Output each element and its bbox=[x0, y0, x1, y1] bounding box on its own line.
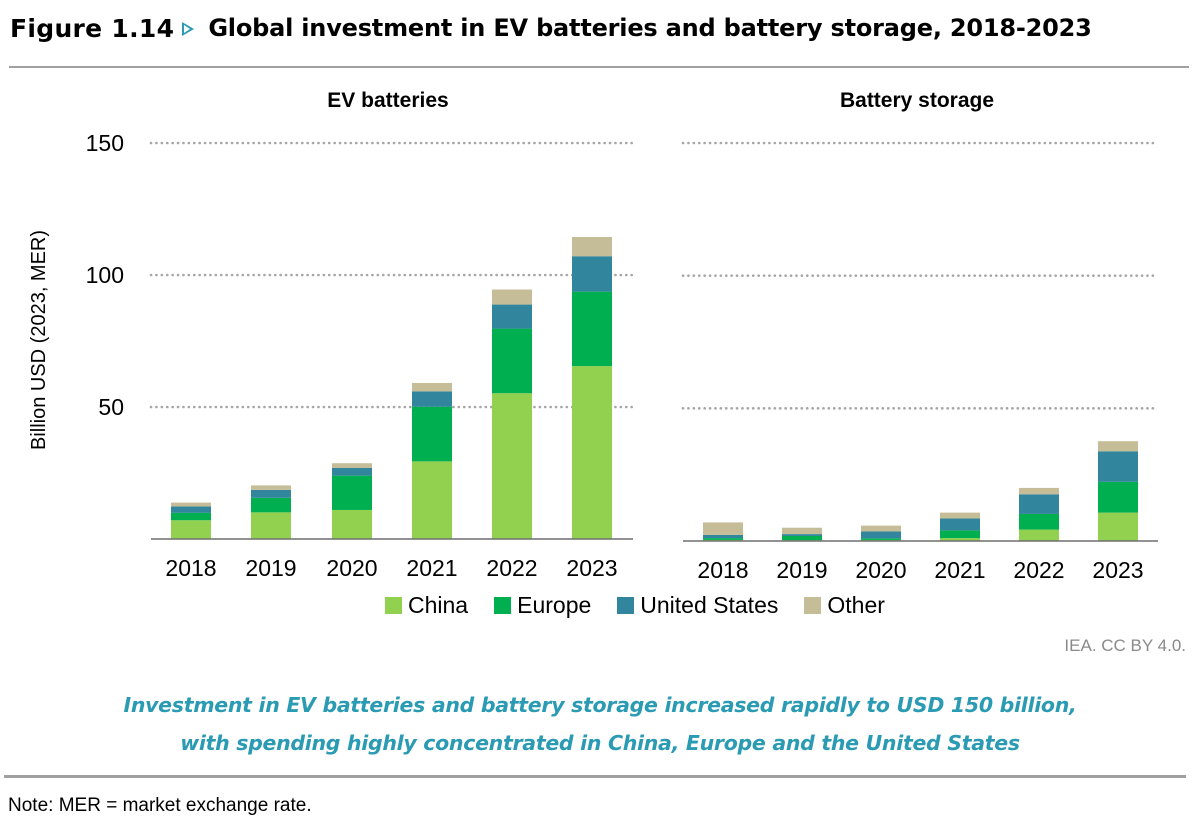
panel-title-ev-batteries: EV batteries bbox=[327, 89, 448, 112]
bar-battery-storage-2023-united-states bbox=[1098, 451, 1138, 482]
legend-item-other: Other bbox=[804, 592, 885, 619]
bar-battery-storage-2022-united-states bbox=[1019, 494, 1059, 514]
bar-battery-storage-2020-united-states bbox=[861, 531, 901, 539]
x-tick-label-ev-batteries-2022: 2022 bbox=[486, 555, 537, 581]
source-credit: IEA. CC BY 4.0. bbox=[1064, 636, 1186, 655]
bar-ev-batteries-2019-other bbox=[251, 485, 291, 490]
bar-battery-storage-2023-other bbox=[1098, 441, 1138, 452]
panel-battery-storage: Battery storage 2018 2019 2020 2021 2022 2023 bbox=[681, 89, 1160, 583]
bar-ev-batteries-2022-china bbox=[492, 393, 532, 539]
figure-label: Figure 1.14 bbox=[10, 13, 175, 43]
figure-header: Figure 1.14 Global investment in EV batt… bbox=[10, 8, 1190, 48]
caption-line-1: Investment in EV batteries and battery s… bbox=[123, 693, 1077, 717]
bar-ev-batteries-2022-europe bbox=[492, 328, 532, 394]
triangle-right-icon bbox=[182, 22, 195, 36]
legend-swatch-united-states bbox=[617, 597, 635, 614]
bar-battery-storage-2019-europe bbox=[782, 535, 822, 541]
bar-ev-batteries-2018-europe bbox=[171, 512, 211, 521]
bar-ev-batteries-2020-europe bbox=[332, 475, 372, 510]
bar-battery-storage-2018-europe bbox=[703, 538, 743, 540]
bar-battery-storage-2020-other bbox=[861, 525, 901, 532]
bar-ev-batteries-2021-europe bbox=[412, 406, 452, 462]
x-tick-label-ev-batteries-2018: 2018 bbox=[165, 555, 216, 581]
bar-ev-batteries-2019-europe bbox=[251, 497, 291, 513]
panel-title-battery-storage: Battery storage bbox=[840, 89, 994, 112]
bar-ev-batteries-2018-china bbox=[171, 520, 211, 539]
legend-swatch-europe bbox=[494, 597, 512, 614]
x-tick-label-battery-storage-2021: 2021 bbox=[934, 557, 985, 583]
bar-ev-batteries-2019-china bbox=[251, 512, 291, 539]
bar-ev-batteries-2021-other bbox=[412, 382, 452, 392]
bar-battery-storage-2020-europe bbox=[861, 538, 901, 540]
bar-battery-storage-2019-other bbox=[782, 527, 822, 535]
bar-ev-batteries-2020-united-states bbox=[332, 467, 372, 476]
bar-ev-batteries-2021-china bbox=[412, 461, 452, 539]
legend-item-china: China bbox=[385, 592, 468, 619]
bar-battery-storage-2021-china bbox=[940, 538, 980, 541]
bar-battery-storage-2022-europe bbox=[1019, 513, 1059, 530]
x-tick-label-ev-batteries-2021: 2021 bbox=[406, 555, 457, 581]
legend-swatch-other bbox=[804, 597, 822, 614]
bar-battery-storage-2022-other bbox=[1019, 487, 1059, 495]
legend-label-other: Other bbox=[827, 592, 885, 618]
chart-area: Billion USD (2023, MER) EV batteries 50 1… bbox=[28, 89, 1160, 583]
panel-ev-batteries: EV batteries 50 100 150 2018 2019 2020 2021 202… bbox=[86, 89, 635, 581]
bar-battery-storage-2021-other bbox=[940, 512, 980, 519]
x-tick-label-ev-batteries-2019: 2019 bbox=[245, 555, 296, 581]
bar-ev-batteries-2020-other bbox=[332, 463, 372, 468]
y-axis-label: Billion USD (2023, MER) bbox=[28, 230, 50, 450]
bar-ev-batteries-2018-other bbox=[171, 502, 211, 507]
bar-ev-batteries-2022-other bbox=[492, 289, 532, 305]
x-tick-label-battery-storage-2019: 2019 bbox=[776, 557, 827, 583]
legend-swatch-china bbox=[385, 597, 402, 614]
x-tick-label-ev-batteries-2020: 2020 bbox=[326, 555, 377, 581]
bar-ev-batteries-2019-united-states bbox=[251, 489, 291, 498]
footer-divider bbox=[4, 775, 1186, 778]
legend-label-china: China bbox=[408, 592, 469, 618]
bar-battery-storage-2018-united-states bbox=[703, 534, 743, 539]
bar-ev-batteries-2023-united-states bbox=[572, 256, 612, 292]
header-divider bbox=[9, 66, 1189, 68]
x-tick-label-battery-storage-2018: 2018 bbox=[697, 557, 748, 583]
figure-note: Note: MER = market exchange rate. bbox=[8, 795, 312, 816]
legend: China Europe United States Other bbox=[385, 592, 911, 619]
bar-battery-storage-2023-china bbox=[1098, 512, 1138, 541]
bar-battery-storage-2019-united-states bbox=[782, 534, 822, 536]
y-tick-label-100: 100 bbox=[86, 262, 124, 288]
bar-ev-batteries-2023-other bbox=[572, 236, 612, 257]
figure-caption: Investment in EV batteries and battery s… bbox=[0, 686, 1200, 762]
legend-label-europe: Europe bbox=[517, 592, 592, 618]
legend-item-europe: Europe bbox=[494, 592, 591, 619]
y-tick-label-50: 50 bbox=[98, 394, 124, 420]
x-tick-label-battery-storage-2022: 2022 bbox=[1013, 557, 1064, 583]
bar-battery-storage-2023-europe bbox=[1098, 481, 1138, 513]
bar-ev-batteries-2020-china bbox=[332, 509, 372, 539]
x-tick-label-battery-storage-2020: 2020 bbox=[855, 557, 906, 583]
bar-battery-storage-2018-other bbox=[703, 522, 743, 535]
bar-battery-storage-2021-europe bbox=[940, 530, 980, 539]
y-tick-label-150: 150 bbox=[86, 130, 124, 156]
x-tick-label-ev-batteries-2023: 2023 bbox=[566, 555, 617, 581]
bar-ev-batteries-2023-china bbox=[572, 366, 612, 539]
caption-line-2: with spending highly concentrated in Chi… bbox=[180, 731, 1020, 755]
bar-battery-storage-2022-china bbox=[1019, 529, 1059, 541]
legend-label-united-states: United States bbox=[640, 592, 779, 618]
bar-ev-batteries-2022-united-states bbox=[492, 304, 532, 329]
bar-ev-batteries-2023-europe bbox=[572, 291, 612, 367]
bar-ev-batteries-2018-united-states bbox=[171, 506, 211, 513]
legend-item-united-states: United States bbox=[617, 592, 778, 619]
bar-ev-batteries-2021-united-states bbox=[412, 391, 452, 407]
figure-title: Global investment in EV batteries and ba… bbox=[208, 14, 1092, 42]
x-tick-label-battery-storage-2023: 2023 bbox=[1092, 557, 1143, 583]
bar-battery-storage-2021-united-states bbox=[940, 518, 980, 531]
